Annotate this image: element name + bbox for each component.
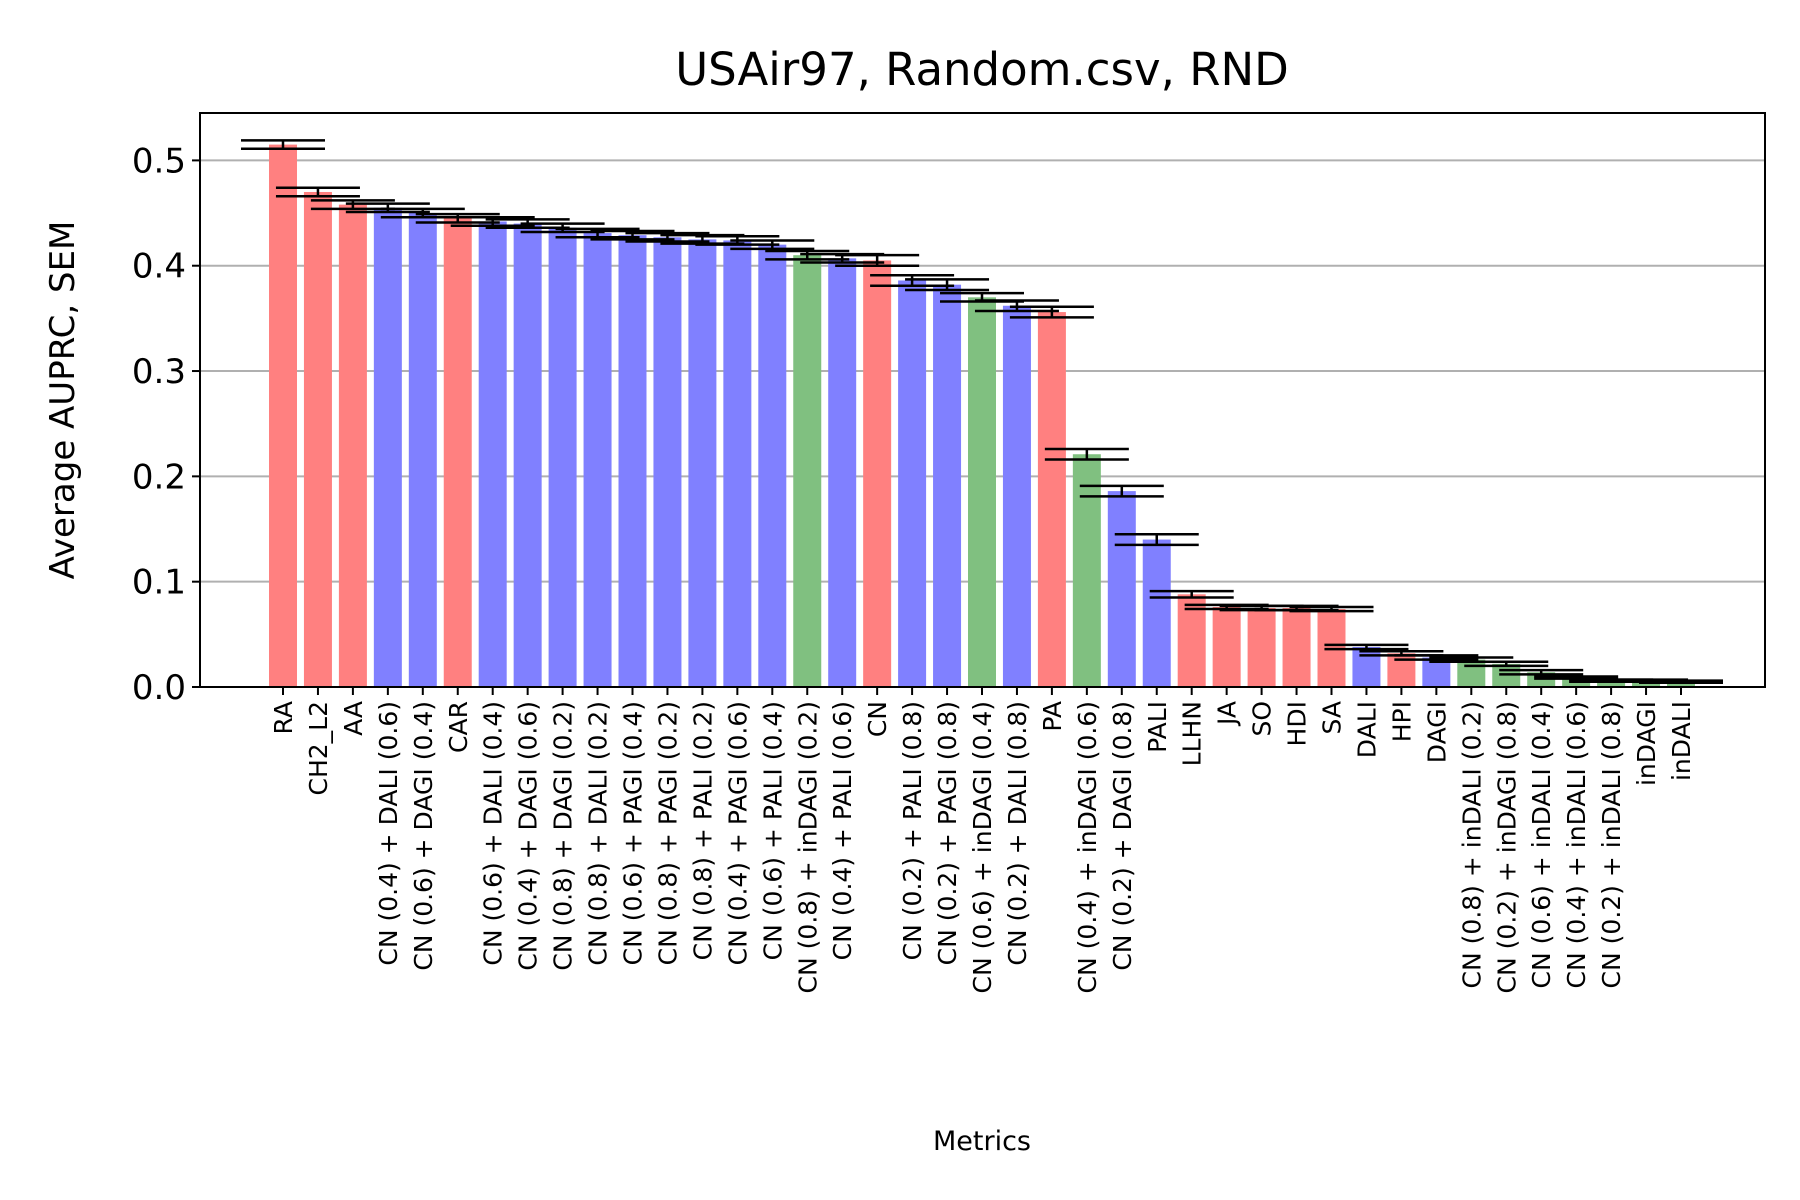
x-tick-label: CN (0.8) + DALI (0.2) [584,701,613,966]
bar [373,207,402,687]
error-bars-group [241,139,1723,685]
bar [863,260,892,687]
x-tick-label: SA [1318,701,1347,734]
x-tick-label: CN (0.8) + DAGI (0.2) [549,701,578,971]
x-tick-label: CN (0.4) + inDALI (0.6) [1562,701,1591,988]
x-tick-label: CN (0.8) + PAGI (0.2) [653,701,682,965]
x-tick-label: CN (0.2) + PAGI (0.8) [933,701,962,965]
chart-title: USAir97, Random.csv, RND [675,43,1289,96]
x-tick-label: CN (0.2) + inDAGI (0.8) [1492,701,1521,993]
x-tick-label: CH2_L2 [304,701,333,796]
x-tick-label: RA [269,701,298,734]
x-tick-label: JA [1213,701,1242,727]
x-tick-label: CN (0.6) + PAGI (0.4) [619,701,648,965]
bar [1282,608,1311,687]
x-tick-label: SO [1248,701,1277,737]
bar [1037,312,1066,687]
bar [513,223,542,687]
x-tick-label: CAR [444,701,473,753]
x-tick-label: CN (0.8) + PALI (0.2) [688,701,717,960]
x-tick-label: CN (0.4) + PALI (0.6) [828,701,857,960]
y-tick-label: 0.1 [132,563,186,603]
bar [1352,646,1381,687]
x-tick-label: PALI [1143,701,1172,753]
bar [898,280,927,687]
bar [653,237,682,687]
bar [1667,681,1695,687]
bar [1212,606,1241,687]
bar [1002,305,1031,687]
x-axis-ticks: RA CH2_L2 AA CN (0.4) + DALI (0.6) CN (0.6) … [269,687,1696,993]
x-axis-label: Metrics [933,1126,1031,1157]
x-tick-label: CN (0.6) + inDAGI (0.4) [968,701,997,993]
x-tick-label: inDAGI [1632,701,1661,786]
x-tick-label: CN (0.8) + inDAGI (0.2) [793,701,822,993]
x-tick-label: CN (0.2) + PALI (0.8) [898,701,927,960]
x-tick-label: CN (0.6) + inDALI (0.4) [1527,701,1556,988]
x-tick-label: CN (0.4) + DAGI (0.6) [514,701,543,971]
bar [338,204,367,687]
bar [1457,659,1486,687]
x-tick-label: CN (0.2) + DALI (0.8) [1003,701,1032,966]
y-tick-label: 0.0 [132,668,186,708]
x-tick-label: HPI [1387,701,1416,742]
bar [1142,539,1171,687]
y-tick-label: 0.5 [132,141,186,181]
bar [1247,608,1276,687]
x-tick-label: DALI [1352,701,1381,758]
bar [408,213,437,687]
bar [933,284,962,687]
x-tick-label: CN (0.4) + inDAGI (0.6) [1073,701,1102,993]
x-tick-label: CN (0.8) + inDALI (0.2) [1457,701,1486,988]
x-tick-label: HDI [1283,701,1312,746]
bar [548,227,577,688]
bar [968,297,996,687]
x-tick-label: CN (0.4) + PAGI (0.6) [723,701,752,965]
x-tick-label: CN (0.6) + PALI (0.4) [758,701,787,960]
x-tick-label: CN (0.2) + inDALI (0.8) [1597,701,1626,988]
bar [828,258,857,687]
y-tick-label: 0.2 [132,457,186,497]
y-axis-label: Average AUPRC, SEM [43,221,83,580]
x-tick-label: AA [339,701,368,736]
bar [793,255,822,688]
bar [583,233,612,688]
bar [303,191,332,687]
bar [443,218,472,687]
bar [1387,653,1416,687]
x-tick-label: CN [863,701,892,737]
x-tick-label: PA [1038,701,1067,732]
y-axis-ticks: 0.0 0.1 0.2 0.3 0.4 0.5 [132,141,200,708]
bar [1597,680,1626,687]
x-tick-label: CN (0.6) + DALI (0.4) [479,701,508,966]
x-tick-label: CN (0.4) + DALI (0.6) [374,701,403,966]
bar [758,244,787,688]
x-tick-label: CN (0.2) + DAGI (0.8) [1108,701,1137,971]
x-tick-label: DAGI [1422,701,1451,763]
x-tick-label: inDALI [1667,701,1696,781]
bar [478,221,507,688]
x-tick-label: CN (0.6) + DAGI (0.4) [409,701,438,971]
bar [269,144,297,688]
bar [1107,491,1136,687]
x-tick-label: LLHN [1178,701,1207,766]
y-tick-label: 0.4 [132,247,186,287]
bar [618,235,647,687]
bar [688,239,717,687]
bars-group [269,144,1695,688]
bar [1072,454,1101,687]
y-tick-label: 0.3 [132,352,186,392]
bar [723,240,752,687]
